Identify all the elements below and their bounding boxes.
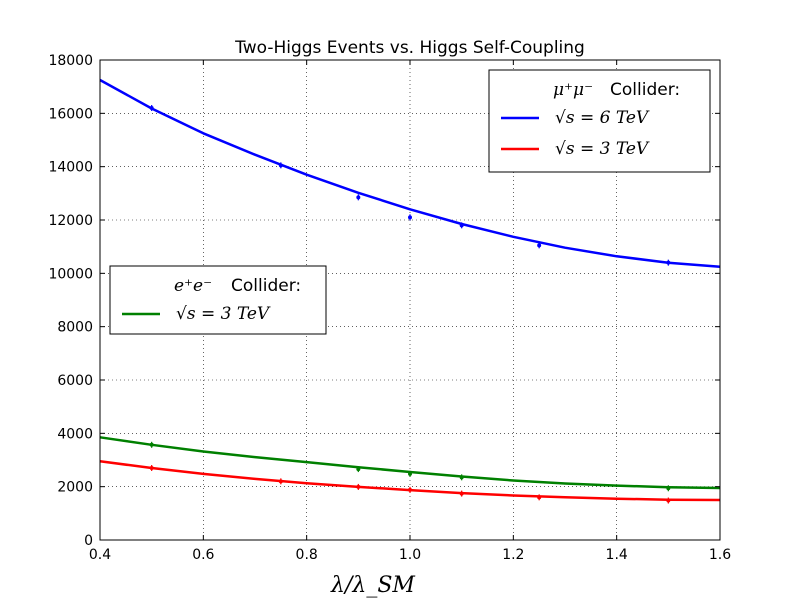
- legend-header-text: Collider:: [610, 80, 680, 100]
- y-tick-label: 4000: [57, 426, 93, 442]
- series-point: [666, 486, 671, 491]
- series-point: [149, 442, 154, 447]
- legend-header-math: μ⁺μ⁻: [553, 80, 593, 100]
- y-tick-label: 2000: [57, 480, 93, 496]
- legend-frame: [488, 69, 711, 173]
- series-point: [408, 215, 412, 220]
- legend-0: μ⁺μ⁻ Collider: √s = 6 TeV √s = 3 TeV: [488, 69, 711, 173]
- x-tick-label: 1.6: [709, 547, 731, 563]
- legend-1: e⁺e⁻ Collider: √s = 3 TeV: [109, 265, 327, 335]
- series-layer: [99, 78, 721, 504]
- x-tick-label: 1.4: [606, 547, 628, 563]
- y-tick-label: 16000: [48, 106, 93, 122]
- ticks: 0.4 0.6 0.8 1.0 1.2 1.4 1.6 0 2000 4000 6000 8000 10…: [48, 53, 731, 563]
- legend-frame: [109, 265, 327, 335]
- series-point: [278, 163, 283, 168]
- x-tick-label: 0.6: [192, 547, 214, 563]
- legend-entry-label: √s = 3 TeV: [176, 304, 271, 324]
- y-tick-label: 8000: [57, 320, 93, 336]
- y-tick-label: 18000: [48, 53, 93, 69]
- y-tick-label: 10000: [48, 266, 93, 282]
- series-point: [408, 471, 412, 476]
- series-point: [356, 195, 361, 200]
- chart-title: Two-Higgs Events vs. Higgs Self-Coupling: [234, 38, 585, 58]
- y-tick-label: 6000: [57, 373, 93, 389]
- y-tick-label: 0: [84, 533, 93, 549]
- series-point: [356, 467, 361, 472]
- series-point: [537, 495, 542, 500]
- x-tick-label: 1.0: [399, 547, 421, 563]
- y-tick-label: 14000: [48, 160, 93, 176]
- x-tick-label: 0.4: [89, 547, 111, 563]
- series-point: [537, 243, 542, 248]
- legend-header-math: e⁺e⁻: [174, 276, 212, 296]
- series-point: [459, 475, 464, 480]
- series-point: [149, 466, 154, 470]
- y-tick-label: 12000: [48, 213, 93, 229]
- x-tick-label: 0.8: [296, 547, 318, 563]
- series-point: [149, 106, 154, 110]
- x-tick-label: 1.2: [502, 547, 524, 563]
- legend-entry-label: √s = 6 TeV: [555, 108, 650, 128]
- series-point: [459, 491, 464, 496]
- x-axis-label: λ/λ_SM: [330, 573, 415, 598]
- legends: μ⁺μ⁻ Collider: √s = 6 TeV √s = 3 TeV e⁺e⁻ Col…: [109, 69, 711, 335]
- series-point: [356, 484, 361, 489]
- series-point: [666, 260, 671, 265]
- series-point: [666, 498, 671, 503]
- series-line-0: [99, 78, 721, 268]
- legend-header-text: Collider:: [231, 276, 301, 296]
- legend-entry-label: √s = 3 TeV: [555, 139, 650, 159]
- series-point: [278, 479, 283, 484]
- series-point: [408, 487, 412, 492]
- series-point: [459, 223, 464, 228]
